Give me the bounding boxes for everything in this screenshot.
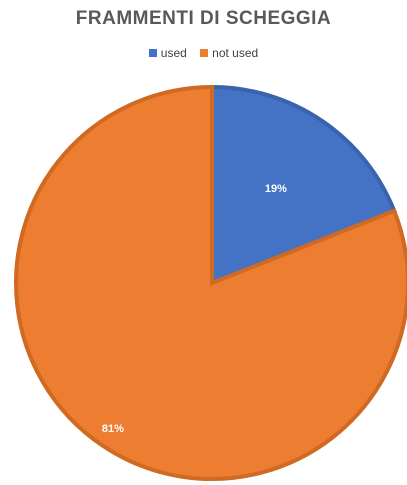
pie-slice-not-used [14,84,407,481]
chart-title: FRAMMENTI DI SCHEGGIA [75,8,332,29]
pie-slice-used [210,84,397,286]
legend-swatch-used [148,49,157,57]
chart-legend: used not used [0,46,407,60]
legend-item-used: used [148,46,187,60]
data-label-not-used: 81% [102,423,124,435]
legend-item-not-used: not used [200,46,258,60]
legend-label-used: used [160,46,187,60]
legend-label-not-used: not used [212,46,259,60]
data-label-used: 19% [265,183,287,195]
legend-swatch-not-used [200,49,209,57]
